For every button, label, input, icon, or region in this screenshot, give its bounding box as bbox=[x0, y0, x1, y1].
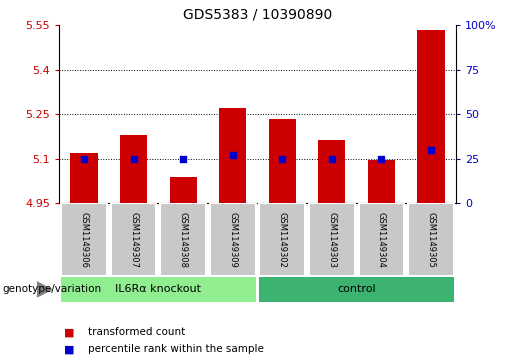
Text: GSM1149304: GSM1149304 bbox=[377, 212, 386, 268]
Bar bbox=[111, 203, 157, 276]
Text: transformed count: transformed count bbox=[88, 327, 185, 337]
Bar bbox=[61, 277, 256, 302]
Bar bbox=[210, 203, 255, 276]
Bar bbox=[417, 30, 444, 203]
Bar bbox=[309, 203, 355, 276]
Bar bbox=[219, 109, 246, 203]
Bar bbox=[269, 119, 296, 203]
Text: ■: ■ bbox=[64, 344, 75, 354]
Title: GDS5383 / 10390890: GDS5383 / 10390890 bbox=[183, 8, 332, 21]
Text: GSM1149307: GSM1149307 bbox=[129, 212, 138, 268]
Text: GSM1149306: GSM1149306 bbox=[79, 212, 89, 268]
Bar bbox=[61, 203, 107, 276]
Bar bbox=[71, 153, 98, 203]
Text: control: control bbox=[337, 285, 376, 294]
Point bbox=[278, 156, 286, 162]
Bar bbox=[358, 203, 404, 276]
Point bbox=[328, 156, 336, 162]
Bar bbox=[120, 135, 147, 203]
Text: GSM1149303: GSM1149303 bbox=[328, 212, 336, 268]
Text: GSM1149302: GSM1149302 bbox=[278, 212, 287, 268]
Polygon shape bbox=[37, 281, 53, 298]
Text: GSM1149309: GSM1149309 bbox=[228, 212, 237, 268]
Point bbox=[377, 156, 386, 162]
Point bbox=[427, 147, 435, 153]
Text: GSM1149308: GSM1149308 bbox=[179, 212, 187, 268]
Text: GSM1149305: GSM1149305 bbox=[426, 212, 436, 268]
Bar bbox=[408, 203, 454, 276]
Bar bbox=[368, 160, 395, 203]
Text: genotype/variation: genotype/variation bbox=[3, 285, 101, 294]
Text: percentile rank within the sample: percentile rank within the sample bbox=[88, 344, 264, 354]
Bar bbox=[259, 277, 454, 302]
Text: IL6Rα knockout: IL6Rα knockout bbox=[115, 285, 201, 294]
Point bbox=[129, 156, 138, 162]
Bar bbox=[260, 203, 305, 276]
Bar bbox=[160, 203, 206, 276]
Point bbox=[229, 152, 237, 158]
Bar bbox=[169, 176, 197, 203]
Point bbox=[179, 156, 187, 162]
Bar bbox=[318, 139, 346, 203]
Point bbox=[80, 156, 88, 162]
Text: ■: ■ bbox=[64, 327, 75, 337]
